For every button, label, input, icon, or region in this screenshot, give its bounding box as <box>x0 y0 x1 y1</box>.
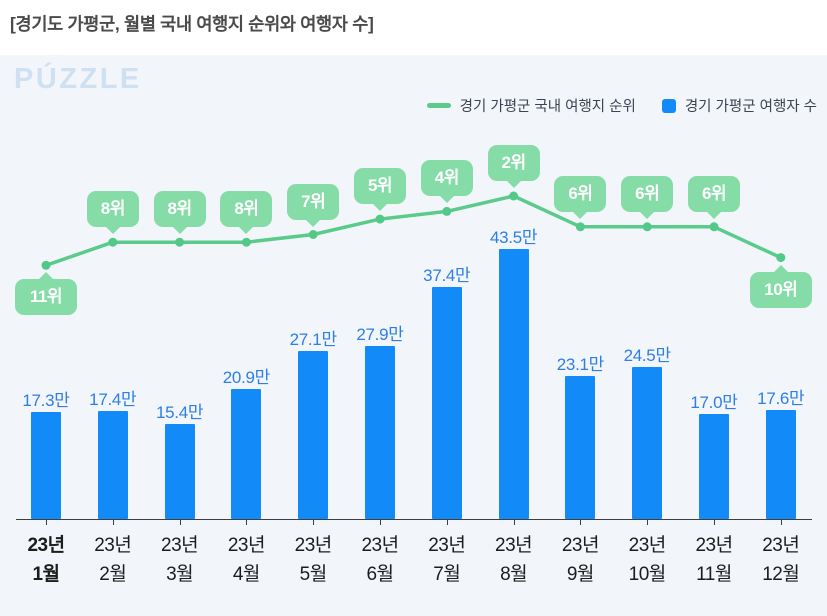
traveler-bar <box>164 423 195 519</box>
x-axis-label-month: 4월 <box>232 564 261 585</box>
legend-line-label: 경기 가평군 국내 여행지 순위 <box>459 99 636 115</box>
traveler-bar <box>231 389 262 519</box>
x-axis-tick <box>179 519 181 525</box>
traveler-value-label: 17.6만 <box>757 388 805 408</box>
x-axis-label: 23년 3월 <box>145 531 215 589</box>
x-axis-label-year: 23년 <box>27 535 65 556</box>
traveler-bar <box>431 287 462 519</box>
x-axis-label-month: 9월 <box>566 564 595 585</box>
x-axis-label-year: 23년 <box>361 535 399 556</box>
legend-item-travelers: 경기 가평군 여행자 수 <box>661 95 817 116</box>
x-axis-label: 23년 8월 <box>479 531 549 589</box>
x-axis-line <box>16 519 812 520</box>
x-axis-label-month: 2월 <box>99 564 127 585</box>
traveler-bar <box>365 346 395 519</box>
traveler-value-label: 23.1만 <box>556 354 605 374</box>
legend-bar-swatch-icon <box>661 98 676 113</box>
legend-bar-label: 경기 가평군 여행자 수 <box>684 99 817 115</box>
rank-badge: 5위 <box>354 168 406 212</box>
x-axis-label: 23년 11월 <box>679 531 749 589</box>
x-axis-label-year: 23년 <box>628 535 667 556</box>
x-axis-label-year: 23년 <box>695 535 733 556</box>
rank-badge: 2위 <box>487 145 540 188</box>
traveler-bar <box>699 413 729 519</box>
x-axis-label-year: 23년 <box>495 535 533 556</box>
rank-badge: 6위 <box>554 175 607 219</box>
x-axis-tick <box>580 519 582 525</box>
traveler-value-label: 27.1만 <box>289 329 338 349</box>
rank-badge: 6위 <box>688 175 740 219</box>
x-axis-label-year: 23년 <box>762 535 800 556</box>
x-axis-tick <box>647 519 649 525</box>
rank-badge: 8위 <box>86 191 139 235</box>
x-axis-tick <box>246 519 248 525</box>
x-axis-tick <box>380 519 381 525</box>
traveler-value-label: 24.5만 <box>623 346 672 366</box>
traveler-value-label: 17.0만 <box>690 392 738 412</box>
traveler-bar <box>298 350 329 519</box>
x-axis-tick <box>112 519 114 525</box>
rank-badge: 10위 <box>749 264 812 308</box>
x-axis-label-year: 23년 <box>561 535 600 556</box>
x-axis-label: 23년 12월 <box>746 531 816 589</box>
x-axis-label: 23년 10월 <box>612 531 682 589</box>
x-axis-label-year: 23년 <box>161 535 199 556</box>
rank-badge: 6위 <box>621 175 674 219</box>
x-axis-tick <box>446 519 448 525</box>
legend-line-swatch-icon <box>426 103 451 108</box>
traveler-value-label: 17.3만 <box>22 390 70 410</box>
x-axis-label-year: 23년 <box>227 535 266 556</box>
x-axis-label-month: 3월 <box>166 564 194 585</box>
traveler-value-label: 17.4만 <box>89 390 137 410</box>
x-axis-label-month: 8월 <box>500 564 528 585</box>
rank-badge: 11위 <box>15 272 77 316</box>
plot-area: 17.3만 11위 23년 1월 17.4만 8위 23년 2월 15.4만 8위 23년 3월 20.… <box>0 55 827 616</box>
x-axis-label-month: 6월 <box>366 564 394 585</box>
x-axis-label: 23년 5월 <box>278 531 348 589</box>
x-axis-label: 23년 1월 <box>11 531 81 589</box>
x-axis-label-month: 12월 <box>762 564 800 585</box>
x-axis-tick <box>513 519 515 525</box>
traveler-value-label: 43.5만 <box>489 228 538 248</box>
rank-badge: 8위 <box>153 191 206 235</box>
x-axis-label-year: 23년 <box>428 535 466 556</box>
x-axis-label-month: 10월 <box>628 564 667 585</box>
x-axis-label: 23년 7월 <box>412 531 482 589</box>
chart-card: PÚZZLE 경기 가평군 국내 여행지 순위 경기 가평군 여행자 수 17.… <box>0 55 827 616</box>
x-axis-label-year: 23년 <box>294 535 333 556</box>
traveler-bar <box>498 249 529 519</box>
page-title: [경기도 가평군, 월별 국내 여행지 순위와 여행자 수] <box>0 0 827 55</box>
x-axis-label-month: 11월 <box>696 564 732 585</box>
puzzle-logo: PÚZZLE <box>14 63 142 95</box>
x-axis-label-month: 1월 <box>32 564 60 585</box>
x-axis-label-year: 23년 <box>94 535 132 556</box>
traveler-bar <box>97 411 128 519</box>
traveler-bar <box>765 409 796 519</box>
x-axis-tick <box>780 519 782 525</box>
traveler-value-label: 37.4만 <box>423 266 471 286</box>
legend: 경기 가평군 국내 여행지 순위 경기 가평군 여행자 수 <box>426 95 817 116</box>
traveler-bar <box>31 411 61 519</box>
traveler-value-label: 27.9만 <box>356 325 404 345</box>
x-axis-tick <box>714 519 715 525</box>
x-axis-label-month: 7월 <box>433 564 461 585</box>
traveler-value-label: 20.9만 <box>222 368 271 388</box>
rank-badge: 8위 <box>220 191 273 235</box>
x-axis-label: 23년 9월 <box>545 531 615 589</box>
rank-badge: 7위 <box>287 183 340 227</box>
x-axis-label-month: 5월 <box>299 564 328 585</box>
x-axis-label: 23년 4월 <box>211 531 281 589</box>
traveler-bar <box>632 367 663 519</box>
legend-item-rank: 경기 가평군 국내 여행지 순위 <box>426 95 636 116</box>
rank-badge: 4위 <box>420 160 473 204</box>
x-axis-label: 23년 2월 <box>78 531 148 589</box>
x-axis-tick <box>46 519 47 525</box>
traveler-bar <box>565 375 596 519</box>
x-axis-tick <box>313 519 315 525</box>
traveler-value-label: 15.4만 <box>155 402 204 422</box>
x-axis-label: 23년 6월 <box>345 531 415 589</box>
